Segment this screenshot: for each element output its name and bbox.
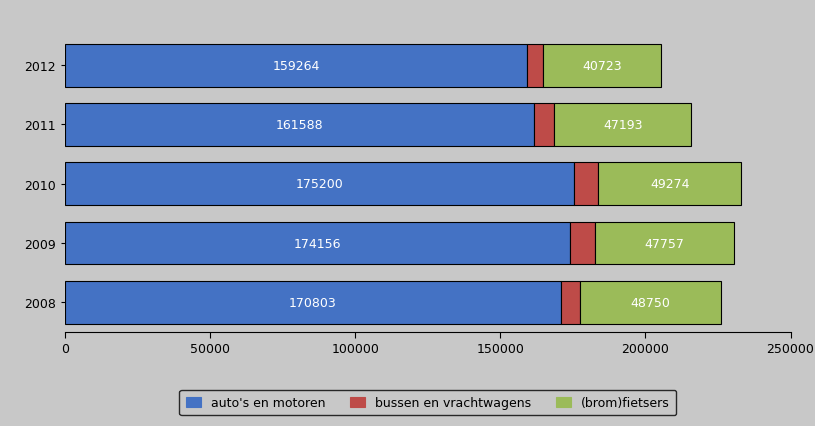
Text: 174156: 174156 [294,237,341,250]
Bar [65,222,570,265]
Text: 48750: 48750 [631,296,670,309]
Text: 170803: 170803 [289,296,337,309]
Bar [527,45,544,87]
Bar [65,163,574,206]
Bar [65,45,527,87]
Text: 161588: 161588 [275,119,324,132]
Bar [579,282,721,324]
Text: 175200: 175200 [296,178,343,191]
Bar [598,163,741,206]
Bar [595,222,734,265]
Text: 40723: 40723 [583,60,622,72]
Text: 49274: 49274 [650,178,689,191]
Bar [561,282,579,324]
Bar [570,222,595,265]
Bar [65,282,561,324]
Legend: auto's en motoren, bussen en vrachtwagens, (brom)fietsers: auto's en motoren, bussen en vrachtwagen… [179,390,676,415]
Bar [544,45,662,87]
Bar [554,104,691,147]
Text: 47757: 47757 [645,237,685,250]
Bar [574,163,598,206]
Text: 47193: 47193 [603,119,642,132]
Bar [65,104,534,147]
Text: 159264: 159264 [272,60,320,72]
Bar [534,104,554,147]
